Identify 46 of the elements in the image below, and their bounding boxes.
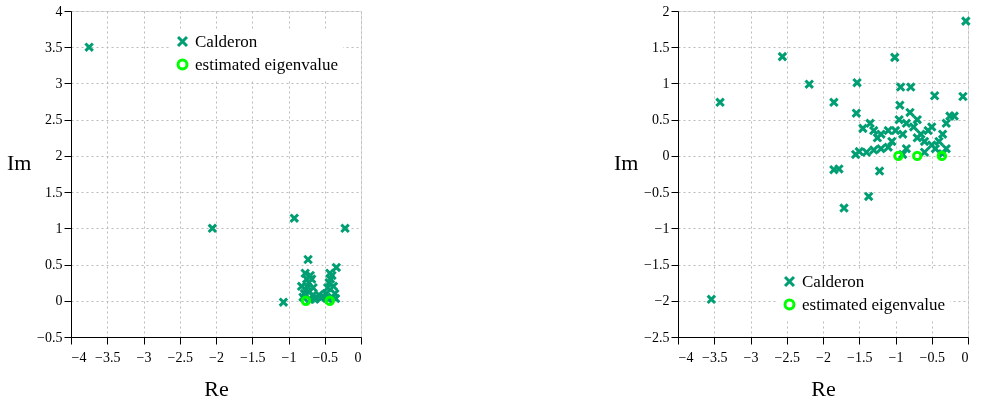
y-tick-label: 1.5 — [45, 184, 63, 200]
y-tick-label: 0 — [662, 148, 670, 164]
x-axis-title: Re — [204, 375, 229, 401]
y-tick-label: 1 — [55, 220, 63, 236]
y-tick-label: 2 — [662, 3, 670, 19]
y-tick-label: −0.5 — [37, 329, 63, 345]
y-tick-label: 0.5 — [652, 112, 670, 128]
y-tick-label: 3 — [55, 75, 63, 91]
legend-label: Calderon — [195, 31, 258, 51]
legend-label: estimated eigenvalue — [802, 294, 946, 314]
x-tick-label: 0 — [354, 349, 362, 365]
y-tick-label: 1.5 — [652, 39, 670, 55]
x-tick-label: −3.5 — [702, 349, 728, 365]
y-tick-label: 1 — [662, 75, 670, 91]
legend-label: Calderon — [802, 271, 865, 291]
x-tick-label: −3.5 — [95, 349, 121, 365]
y-tick-label: −1.5 — [644, 257, 670, 273]
x-tick-label: −2 — [816, 349, 831, 365]
x-tick-label: −1.5 — [847, 349, 873, 365]
legend-label: estimated eigenvalue — [195, 54, 339, 74]
x-tick-label: −0.5 — [312, 349, 338, 365]
x-tick-label: −0.5 — [919, 349, 945, 365]
y-tick-label: 0 — [55, 293, 63, 309]
x-tick-label: −4 — [678, 349, 694, 365]
y-tick-label: 3.5 — [45, 39, 63, 55]
y-tick-label: −1 — [654, 220, 670, 236]
x-tick-label: −3 — [743, 349, 759, 365]
x-tick-label: −4 — [71, 349, 87, 365]
x-tick-label: 0 — [961, 349, 969, 365]
y-tick-label: 4 — [55, 3, 63, 19]
y-tick-label: 0.5 — [45, 257, 63, 273]
x-tick-label: −1 — [888, 349, 904, 365]
y-tick-label: −2 — [654, 293, 670, 309]
x-axis-title: Re — [811, 375, 836, 401]
y-tick-label: −0.5 — [644, 184, 670, 200]
y-tick-label: 2.5 — [45, 112, 63, 128]
y-axis-title: Im — [613, 149, 639, 175]
y-tick-label: 2 — [55, 148, 63, 164]
x-tick-label: −3 — [136, 349, 152, 365]
x-tick-label: −1.5 — [240, 349, 266, 365]
y-tick-label: −2.5 — [644, 329, 670, 345]
x-tick-label: −1 — [281, 349, 297, 365]
x-tick-label: −2.5 — [774, 349, 800, 365]
x-tick-label: −2.5 — [167, 349, 193, 365]
x-tick-label: −2 — [209, 349, 224, 365]
y-axis-title: Im — [6, 149, 32, 175]
